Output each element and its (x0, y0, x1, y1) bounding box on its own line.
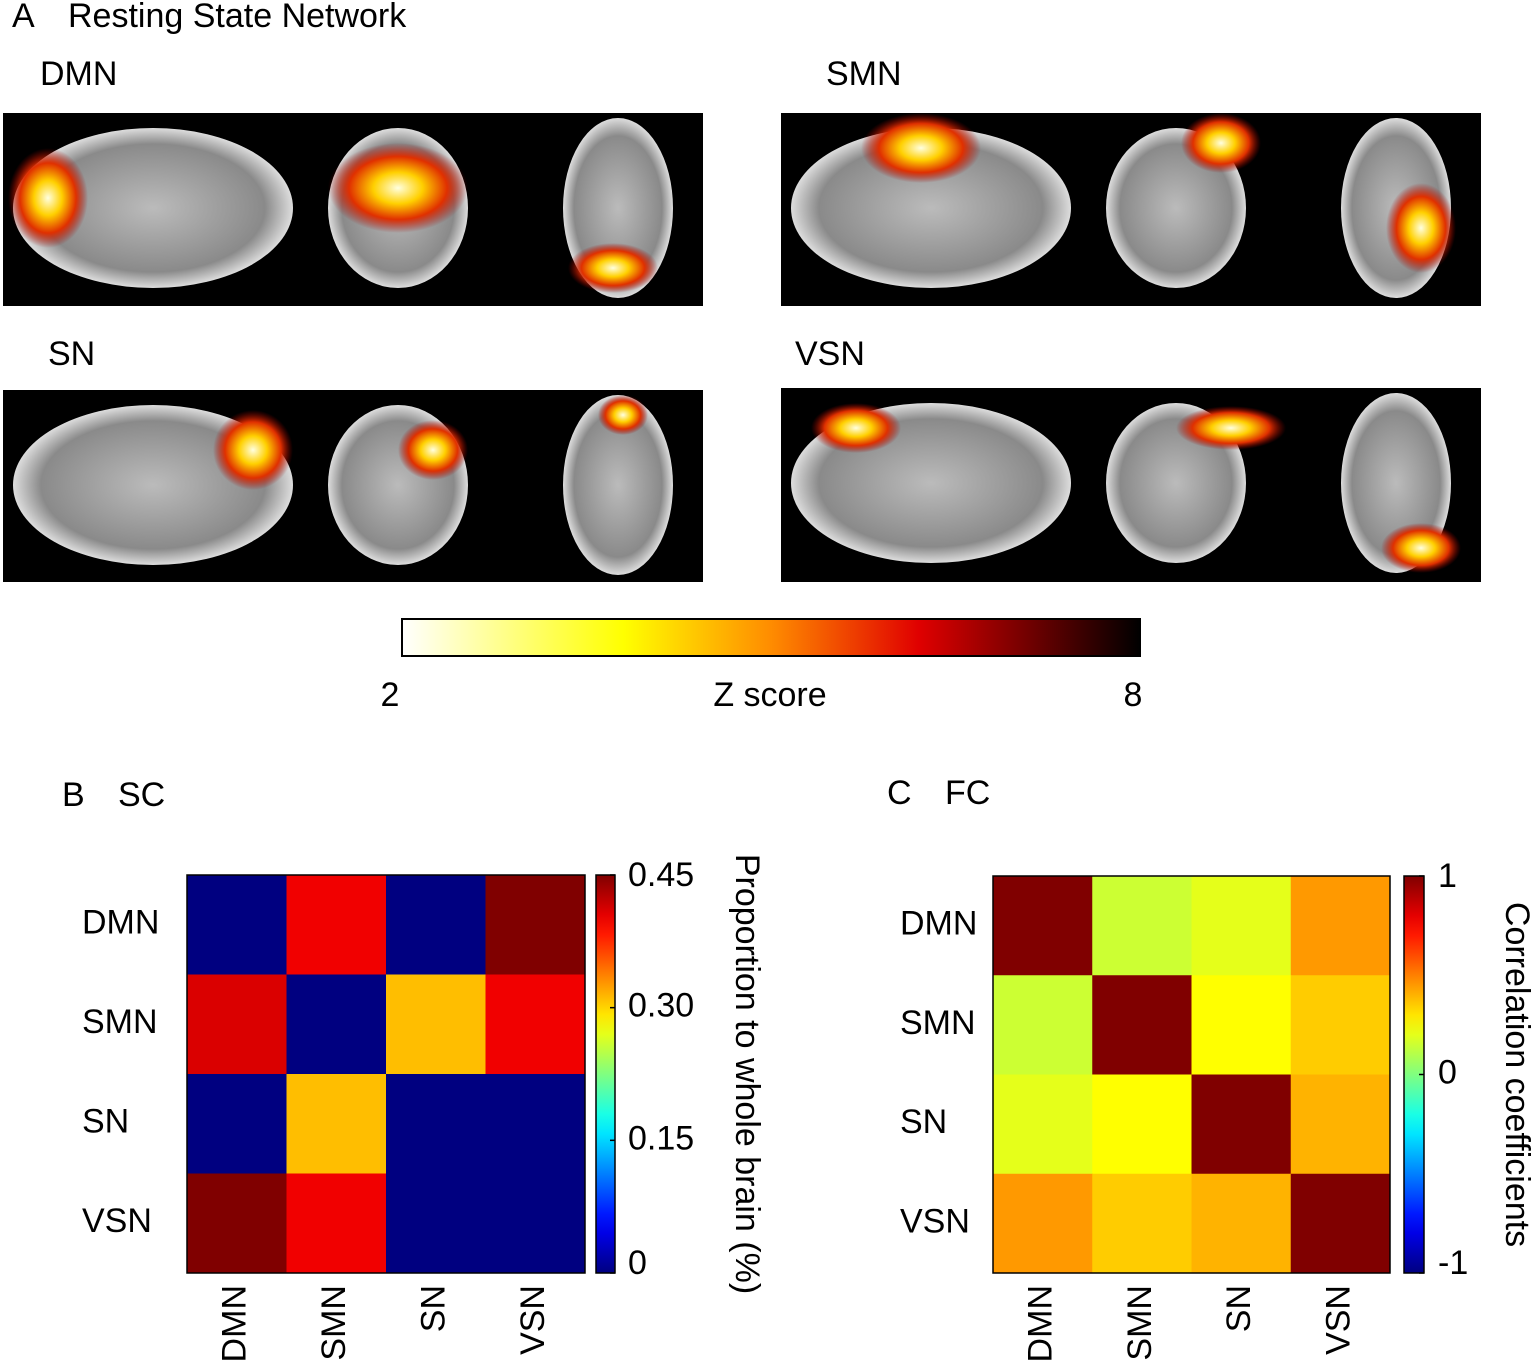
activation (213, 410, 293, 490)
colorbar-tick-label: -1 (1438, 1244, 1468, 1282)
cell (386, 1074, 486, 1174)
z-colorbar (401, 618, 1141, 657)
cell (386, 1173, 486, 1274)
cell (187, 1173, 287, 1274)
x-tick-label: DMN (216, 1285, 254, 1362)
colorbar-label: Z score (713, 676, 826, 714)
x-tick-label: SN (1220, 1285, 1258, 1332)
brain-slice (791, 128, 1071, 288)
y-tick-label: DMN (900, 905, 977, 943)
colorbar-max: 8 (1124, 676, 1143, 714)
colorbar-tick-label: 0 (1438, 1053, 1457, 1091)
cell (286, 974, 387, 1075)
activation (1381, 523, 1461, 573)
activation (328, 143, 468, 233)
cell (1191, 1173, 1292, 1274)
colorbar-tick-label: 0.45 (628, 856, 694, 894)
x-tick-label: VSN (1319, 1285, 1357, 1355)
cell (1290, 876, 1391, 976)
cell (386, 875, 486, 975)
activation (811, 403, 901, 453)
activation (398, 420, 468, 480)
network-label: SMN (826, 55, 902, 93)
brain-images (3, 113, 1481, 582)
colorbar-min: 2 (381, 676, 400, 714)
cell (993, 876, 1093, 976)
colorbar-tick-label: 0.15 (628, 1119, 694, 1157)
chart-title: SC (118, 776, 165, 814)
cell (286, 1173, 387, 1274)
cell (286, 1074, 387, 1174)
y-tick-label: SMN (82, 1003, 158, 1041)
cell (1191, 876, 1292, 976)
activation (861, 113, 981, 183)
y-tick-label: VSN (82, 1202, 152, 1240)
cell (485, 875, 586, 975)
cell (1092, 1173, 1192, 1274)
cell (187, 875, 287, 975)
cell (1191, 975, 1292, 1075)
plot-frame (992, 875, 1391, 1274)
y-tick-label: SMN (900, 1004, 976, 1042)
activation (1176, 406, 1286, 450)
x-tick-label: SN (415, 1285, 453, 1332)
cell (1290, 1074, 1391, 1175)
cell (1191, 1074, 1292, 1175)
chart-title: FC (945, 774, 990, 812)
panel-label: A (12, 0, 35, 35)
colorbar-label: Correlation coefficients (1498, 902, 1535, 1247)
network-label: DMN (40, 55, 117, 93)
cell (1290, 1173, 1391, 1274)
activation (1181, 113, 1261, 173)
cell (1092, 876, 1192, 976)
colorbar-label: Proportion to whole brain (%) (728, 854, 766, 1294)
colorbar-tick-label: 1 (1438, 857, 1457, 895)
x-tick-label: DMN (1022, 1285, 1060, 1362)
cell (286, 875, 387, 975)
activation (1386, 183, 1456, 273)
cell (1092, 1074, 1192, 1175)
cell (485, 974, 586, 1075)
colorbar-tick-label: 0 (628, 1244, 647, 1282)
colorbar (595, 874, 616, 1274)
y-tick-label: SN (900, 1103, 947, 1141)
panel-title: Resting State Network (68, 0, 407, 35)
panel-label: C (887, 774, 912, 812)
cell (1290, 975, 1391, 1075)
x-tick-label: VSN (514, 1285, 552, 1355)
plot-frame (186, 874, 586, 1274)
cell (1092, 975, 1192, 1075)
brain-slice (13, 128, 293, 288)
cell (485, 1173, 586, 1274)
cell (187, 974, 287, 1075)
cell (993, 1173, 1093, 1274)
network-label: SN (48, 335, 95, 373)
y-tick-label: SN (82, 1103, 129, 1141)
cell (187, 1074, 287, 1174)
cell (485, 1074, 586, 1174)
cell (993, 1074, 1093, 1175)
panel-label: B (62, 776, 85, 814)
network-label: VSN (795, 335, 865, 373)
activation (598, 395, 648, 435)
cell (993, 975, 1093, 1075)
y-tick-label: VSN (900, 1202, 970, 1240)
x-tick-label: SMN (1121, 1285, 1159, 1361)
brain-slice (563, 395, 673, 575)
activation (8, 148, 88, 248)
y-tick-label: DMN (82, 904, 159, 942)
x-tick-label: SMN (315, 1285, 353, 1361)
activation (568, 243, 658, 293)
colorbar-tick-label: 0.30 (628, 987, 694, 1025)
cell (386, 974, 486, 1075)
